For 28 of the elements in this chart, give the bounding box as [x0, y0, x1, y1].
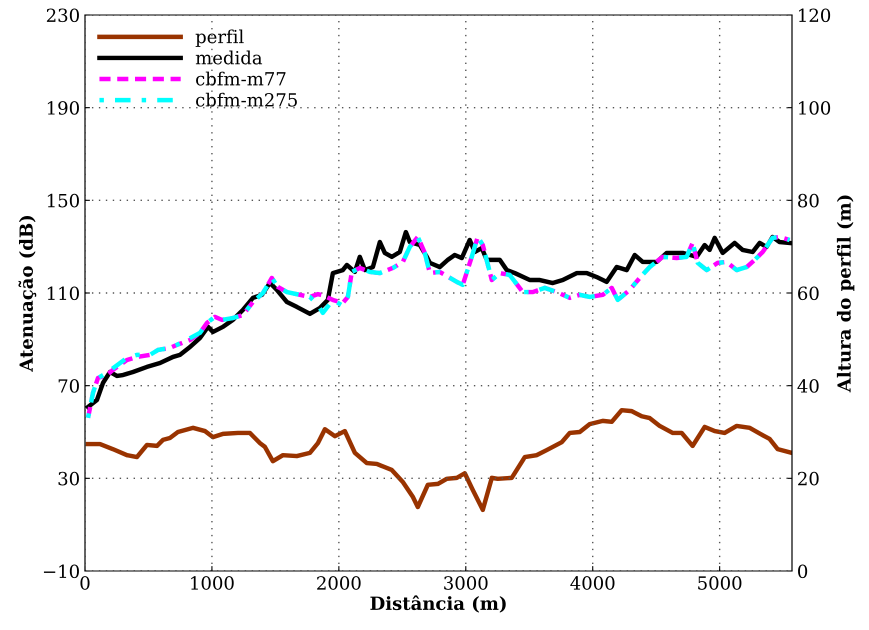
x-tick-label: 1000: [191, 576, 234, 590]
y-tick-label: 70: [58, 379, 79, 393]
y-tick-label: 190: [48, 101, 79, 115]
legend-label: cbfm-m77: [196, 72, 286, 86]
x-tick-label: 2000: [317, 576, 361, 590]
y2-tick-label: 100: [799, 101, 830, 115]
x-tick-label: 3000: [444, 576, 488, 590]
y-tick-label: 230: [46, 8, 79, 22]
y-tick-label: 30: [58, 472, 79, 486]
x-tick-label: 0: [80, 576, 90, 590]
legend-label: perfil: [196, 29, 244, 47]
legend-label: cbfm-m275: [196, 92, 297, 107]
y2-tick-label: 60: [798, 286, 819, 300]
y-tick-label: −10: [44, 564, 79, 578]
y-tick-label: 110: [48, 286, 79, 300]
y2-tick-label: 80: [798, 194, 819, 208]
x-tick-label: 5000: [698, 576, 742, 590]
y2-tick-label: 40: [797, 379, 819, 393]
x-tick-label: 4000: [570, 576, 614, 590]
y2-axis-title: Altura do perfil (m): [836, 196, 854, 392]
y2-tick-label: 20: [798, 472, 819, 486]
y-tick-label: 150: [48, 194, 79, 208]
x-axis-title: Distância (m): [370, 595, 506, 613]
y2-tick-label: 120: [799, 8, 830, 22]
legend-label: medida: [196, 50, 262, 65]
line-series: [86, 408, 792, 512]
y2-tick-label: 0: [798, 564, 808, 578]
y-axis-title: Atenuação (dB): [18, 216, 36, 372]
